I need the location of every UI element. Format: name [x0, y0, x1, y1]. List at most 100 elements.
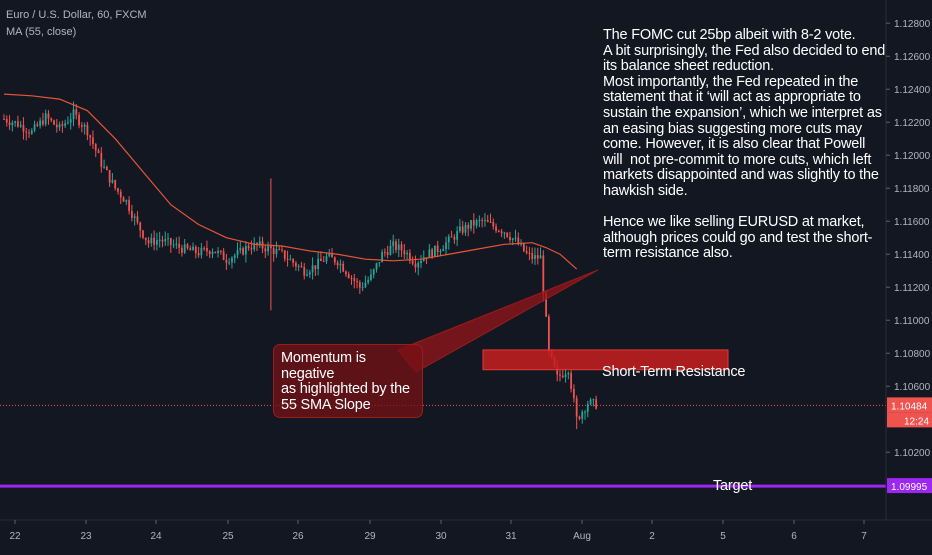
candle-body — [39, 120, 42, 126]
candle-body — [311, 265, 314, 273]
candle-body — [545, 293, 547, 317]
candle-body — [547, 316, 550, 351]
candle-body — [481, 220, 484, 222]
candle-body — [208, 251, 211, 255]
candle-body — [167, 238, 169, 240]
candle-body — [283, 250, 286, 259]
candle-body — [161, 239, 164, 242]
candle-body — [489, 221, 492, 223]
candle-body — [370, 274, 372, 280]
countdown-badge — [887, 412, 932, 428]
candle-body — [556, 366, 559, 375]
candle-body — [364, 282, 367, 288]
candle-body — [358, 282, 361, 288]
candle-body — [14, 121, 17, 123]
candle-body — [297, 265, 300, 267]
candle-body — [475, 220, 478, 226]
countdown-value: 12:24 — [904, 416, 929, 427]
time-tick-label: 24 — [150, 531, 162, 542]
candle-body — [50, 118, 53, 121]
candle-body — [417, 262, 420, 268]
candle-body — [19, 124, 22, 127]
candle-body — [464, 224, 467, 233]
target-label: Target — [713, 478, 753, 494]
candle-body — [267, 246, 269, 252]
candle-body — [528, 252, 531, 254]
candle-body — [314, 265, 317, 270]
candle-body — [200, 247, 203, 256]
candle-body — [331, 253, 333, 258]
candle-body — [472, 220, 475, 226]
price-tick-label: 1.11000 — [894, 316, 930, 327]
time-tick-label: 26 — [292, 531, 304, 542]
candle-body — [8, 122, 11, 126]
candle-body — [164, 239, 167, 242]
candle-body — [231, 258, 233, 263]
candle-body — [567, 373, 570, 375]
candle-body — [86, 124, 89, 136]
candle-body — [3, 118, 5, 120]
candle-body — [306, 274, 308, 276]
candle-body — [434, 245, 436, 257]
candle-body — [584, 411, 586, 413]
candle-body — [100, 152, 103, 167]
candle-body — [573, 388, 575, 399]
candle-body — [28, 132, 30, 134]
candle-body — [114, 179, 117, 189]
momentum-callout[interactable]: Momentum is negative as highlighted by t… — [273, 344, 423, 418]
candle-body — [72, 109, 75, 120]
candle-body — [58, 124, 61, 128]
candle-body — [103, 166, 105, 168]
candle-body — [392, 241, 395, 247]
candle-body — [439, 250, 442, 252]
candle-body — [325, 256, 328, 262]
candle-body — [561, 375, 564, 378]
candle-body — [169, 238, 172, 245]
candle-body — [414, 263, 417, 268]
candle-body — [233, 255, 236, 259]
candle-body — [275, 249, 278, 255]
candle-body — [503, 232, 506, 234]
time-tick-label: 30 — [435, 531, 447, 542]
candle-body — [506, 232, 509, 237]
candle-body — [522, 243, 525, 252]
candle-body — [295, 262, 297, 267]
candle-body — [436, 245, 439, 252]
candle-body — [536, 255, 539, 259]
candle-body — [378, 262, 381, 264]
target-price-badge — [887, 478, 932, 494]
candle-body — [400, 244, 403, 251]
candle-body — [303, 267, 306, 276]
candle-body — [478, 220, 481, 222]
candle-body — [105, 166, 108, 171]
price-tick-label: 1.11200 — [894, 283, 930, 294]
analysis-commentary: The FOMC cut 25bp albeit with 8-2 vote. … — [603, 27, 886, 262]
candle-body — [300, 265, 303, 268]
candle-body — [411, 260, 414, 264]
candle-body — [428, 249, 431, 258]
candle-body — [183, 244, 186, 253]
candle-body — [258, 241, 261, 246]
candle-body — [150, 237, 153, 244]
candle-body — [406, 252, 408, 255]
candle-body — [128, 200, 130, 212]
last-price-badge — [887, 397, 932, 413]
candle-body — [461, 226, 464, 233]
candle-body — [336, 262, 339, 266]
time-tick-label: 5 — [720, 531, 726, 542]
candle-body — [389, 246, 392, 255]
candle-body — [317, 258, 320, 270]
candle-body — [97, 150, 100, 153]
candle-body — [222, 251, 225, 260]
candle-body — [595, 399, 598, 409]
candle-body — [181, 247, 183, 253]
candle-body — [33, 124, 36, 131]
candle-body — [431, 249, 434, 257]
candle-body — [531, 253, 534, 259]
candle-body — [178, 243, 181, 248]
candle-body — [78, 114, 80, 126]
candle-body — [517, 237, 520, 245]
candle-body — [133, 216, 136, 218]
